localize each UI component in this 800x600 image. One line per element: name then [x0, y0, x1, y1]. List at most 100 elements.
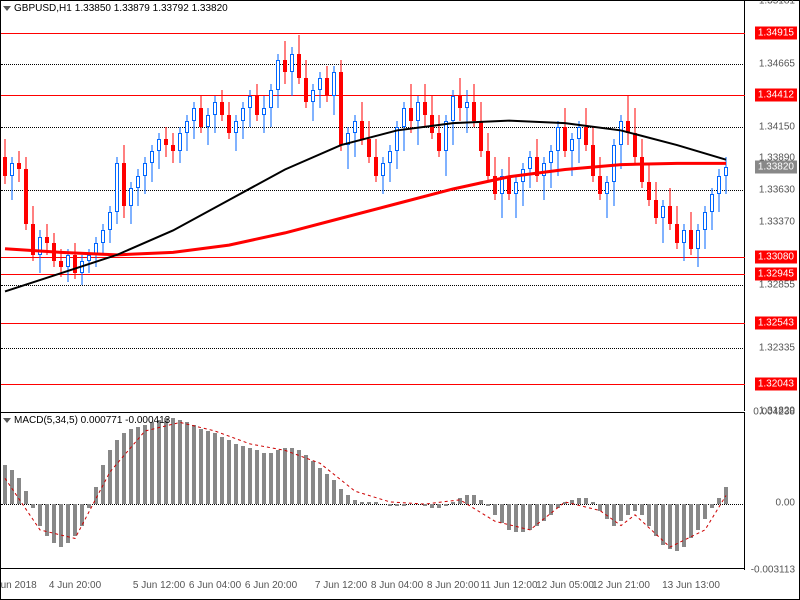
macd-bar	[633, 504, 637, 510]
dropdown-triangle-icon[interactable]	[3, 418, 11, 423]
candle	[465, 90, 469, 133]
x-tick-label: 12 Jun 21:00	[592, 580, 650, 591]
horizontal-level-line[interactable]	[1, 384, 745, 385]
ohlc-label: 1.33850 1.33879 1.33792 1.33820	[75, 3, 228, 14]
macd-bar	[717, 498, 721, 504]
candle	[542, 157, 546, 200]
x-tick-label: 8 Jun 20:00	[427, 580, 479, 591]
macd-bar	[605, 504, 609, 519]
candle	[402, 102, 406, 151]
price-chart[interactable]	[1, 1, 745, 411]
candle	[395, 121, 399, 170]
candle	[584, 108, 588, 151]
macd-panel[interactable]: MACD(5,34,5) 0.000771 -0.000413	[1, 412, 745, 570]
macd-bar	[164, 418, 168, 504]
macd-bar	[430, 504, 434, 508]
horizontal-level-line[interactable]	[1, 323, 745, 324]
candle	[31, 206, 35, 261]
macd-bar	[353, 500, 357, 504]
level-price-label: 1.32945	[755, 267, 797, 280]
candle	[514, 176, 518, 219]
candle	[143, 157, 147, 194]
candle	[157, 133, 161, 170]
dropdown-triangle-icon[interactable]	[3, 6, 11, 11]
macd-bar	[514, 504, 518, 532]
x-tick-label: 4 Jun 2018	[0, 580, 37, 591]
macd-bar	[297, 450, 301, 504]
macd-bar	[87, 504, 91, 508]
macd-bar	[290, 448, 294, 504]
candle	[220, 90, 224, 120]
macd-bar	[143, 425, 147, 505]
macd-bar	[339, 489, 343, 504]
macd-bar	[486, 504, 490, 506]
macd-bar	[136, 427, 140, 504]
candle	[304, 60, 308, 109]
chart-header: GBPUSD,H1 1.33850 1.33879 1.33792 1.3382…	[3, 3, 228, 14]
macd-bar	[199, 429, 203, 504]
macd-bar	[283, 448, 287, 504]
candle	[87, 249, 91, 273]
macd-bar	[500, 504, 504, 523]
macd-bar	[17, 478, 21, 504]
candle	[416, 96, 420, 145]
macd-bar	[521, 504, 525, 532]
candle	[724, 157, 728, 194]
candle	[59, 249, 63, 277]
macd-bar	[528, 504, 532, 530]
candle	[451, 90, 455, 145]
macd-bar	[269, 453, 273, 505]
candle	[241, 102, 245, 139]
candle	[45, 224, 49, 254]
level-price-label: 1.32543	[755, 316, 797, 329]
candle	[38, 230, 42, 273]
candle	[563, 108, 567, 157]
y-tick-label: 1.32335	[759, 343, 795, 354]
candle	[52, 233, 56, 267]
y-tick-label: 1.35181	[759, 0, 795, 7]
candle	[10, 157, 14, 200]
macd-bar	[38, 504, 42, 525]
horizontal-level-line[interactable]	[1, 274, 745, 275]
macd-bar	[423, 504, 427, 506]
macd-bar	[185, 422, 189, 504]
candle	[360, 102, 364, 145]
candle	[269, 84, 273, 127]
macd-bar	[346, 495, 350, 504]
candle	[199, 96, 203, 133]
x-tick-label: 13 Jun 13:00	[662, 580, 720, 591]
candle	[577, 121, 581, 164]
macd-bar	[367, 502, 371, 504]
candle	[353, 115, 357, 158]
horizontal-level-line[interactable]	[1, 95, 745, 96]
macd-bar	[584, 498, 588, 504]
macd-bar	[325, 474, 329, 504]
candle	[605, 176, 609, 219]
candle	[458, 78, 462, 121]
macd-bar	[598, 504, 602, 510]
horizontal-level-line[interactable]	[1, 257, 745, 258]
grid-line	[1, 348, 745, 349]
candle	[661, 200, 665, 243]
candle	[248, 90, 252, 127]
horizontal-level-line[interactable]	[1, 33, 745, 34]
macd-bar	[227, 440, 231, 504]
macd-bar	[374, 502, 378, 504]
candle	[339, 60, 343, 151]
macd-bar	[241, 446, 245, 504]
candle	[178, 127, 182, 164]
candle	[17, 151, 21, 181]
candle	[647, 163, 651, 206]
candle	[507, 157, 511, 200]
grid-line	[1, 64, 745, 65]
candle	[185, 115, 189, 152]
candle	[332, 66, 336, 115]
macd-bar	[619, 504, 623, 521]
macd-bar	[493, 504, 497, 515]
macd-bar	[626, 504, 630, 515]
candle	[689, 212, 693, 255]
candle	[598, 157, 602, 200]
y-tick-label: 1.33630	[759, 185, 795, 196]
candle	[311, 84, 315, 121]
level-price-label: 1.34412	[755, 88, 797, 101]
